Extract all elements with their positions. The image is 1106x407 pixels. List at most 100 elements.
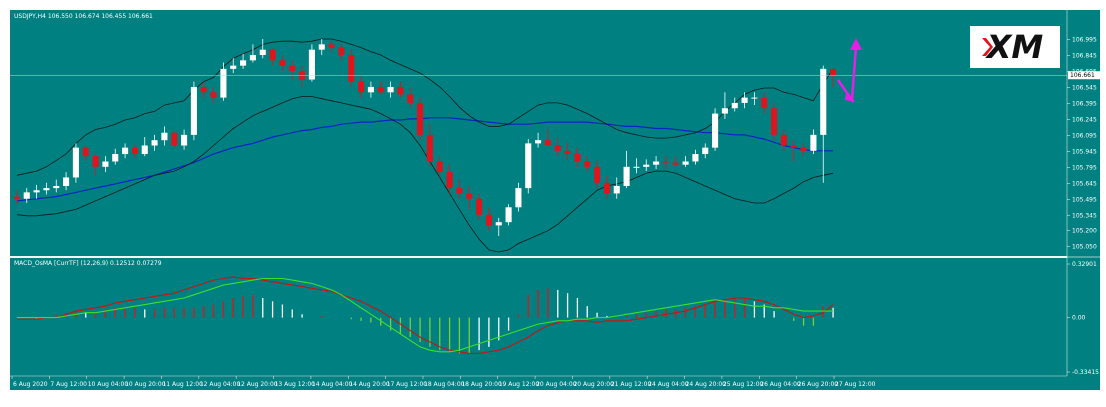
current-price-label: 106.661 bbox=[1070, 72, 1095, 79]
candle bbox=[230, 58, 237, 74]
candle-body bbox=[161, 132, 168, 141]
macd-plot bbox=[16, 276, 834, 354]
candle-body bbox=[446, 172, 453, 189]
candle bbox=[13, 190, 20, 205]
main-panel-title: USDJPY,H4 106.550 106.674 106.455 106.66… bbox=[14, 13, 153, 20]
price-tick-label: 105.345 bbox=[1072, 212, 1097, 219]
candle-body bbox=[43, 188, 50, 191]
time-tick-label: 25 Aug 12:00 bbox=[723, 381, 764, 388]
candle bbox=[181, 129, 188, 150]
candle bbox=[594, 160, 601, 189]
candle bbox=[269, 47, 276, 66]
candle-body bbox=[338, 47, 345, 56]
candle-body bbox=[594, 166, 601, 183]
candle-body bbox=[780, 134, 787, 146]
candle-body bbox=[456, 188, 463, 194]
candle-body bbox=[112, 154, 119, 162]
candle-body bbox=[367, 86, 374, 93]
candle-body bbox=[426, 134, 433, 162]
candle-body bbox=[407, 94, 414, 103]
candle bbox=[554, 138, 561, 157]
candle bbox=[721, 92, 728, 119]
time-tick-label: 6 Aug 2020 bbox=[13, 381, 48, 388]
price-tick-label: 105.945 bbox=[1072, 148, 1097, 155]
candle-body bbox=[761, 97, 768, 109]
time-tick-label: 18 Aug 20:00 bbox=[461, 381, 502, 388]
candle-body bbox=[721, 108, 728, 114]
candle bbox=[318, 39, 325, 56]
price-tick-label: 106.995 bbox=[1072, 37, 1097, 44]
candle bbox=[456, 179, 463, 199]
candle-body bbox=[584, 161, 591, 167]
candle-body bbox=[790, 145, 797, 148]
candle bbox=[761, 92, 768, 114]
candle-body bbox=[318, 44, 325, 50]
candle-body bbox=[623, 166, 630, 186]
candle bbox=[466, 185, 473, 210]
time-tick-label: 13 Aug 12:00 bbox=[275, 381, 316, 388]
candle bbox=[63, 172, 70, 191]
time-tick-label: 24 Aug 20:00 bbox=[686, 381, 727, 388]
candle-body bbox=[190, 86, 197, 135]
candle bbox=[308, 44, 315, 82]
price-tick-label: 105.645 bbox=[1072, 180, 1097, 187]
candle bbox=[643, 159, 650, 172]
candle-body bbox=[249, 55, 256, 61]
time-tick-label: 20 Aug 20:00 bbox=[573, 381, 614, 388]
time-tick-label: 11 Aug 12:00 bbox=[162, 381, 203, 388]
candle-body bbox=[397, 86, 404, 95]
time-tick-label: 27 Aug 12:00 bbox=[835, 381, 876, 388]
candle-body bbox=[535, 140, 542, 144]
time-tick-label: 20 Aug 04:00 bbox=[536, 381, 577, 388]
logo-mark-icon bbox=[982, 38, 993, 56]
candle bbox=[692, 149, 699, 165]
candle-body bbox=[151, 140, 158, 146]
candle bbox=[495, 217, 502, 237]
candle-body bbox=[200, 86, 207, 93]
candle-body bbox=[92, 156, 99, 167]
candle bbox=[535, 132, 542, 148]
candle-body bbox=[731, 102, 738, 109]
candle bbox=[53, 179, 60, 193]
candle bbox=[672, 156, 679, 167]
candle-body bbox=[289, 65, 296, 71]
price-plot bbox=[13, 38, 837, 253]
price-tick-label: 106.845 bbox=[1072, 53, 1097, 60]
candle bbox=[220, 62, 227, 101]
candle-body bbox=[603, 182, 610, 194]
candle bbox=[23, 188, 30, 204]
macd-tick-label: -0.33415 bbox=[1072, 369, 1099, 376]
candle bbox=[830, 68, 837, 87]
candle-body bbox=[220, 68, 227, 98]
time-tick-label: 10 Aug 04:00 bbox=[88, 381, 129, 388]
candle bbox=[417, 97, 424, 141]
candle bbox=[584, 156, 591, 173]
candle bbox=[712, 108, 719, 151]
price-tick-label: 106.395 bbox=[1072, 100, 1097, 107]
candle-body bbox=[33, 190, 40, 193]
candle-body bbox=[308, 49, 315, 80]
candle bbox=[122, 143, 129, 159]
candle bbox=[259, 39, 266, 59]
candle bbox=[92, 154, 99, 176]
candle bbox=[151, 134, 158, 151]
candle bbox=[141, 137, 148, 157]
candle bbox=[367, 81, 374, 98]
candle-body bbox=[13, 196, 20, 199]
candle bbox=[662, 156, 669, 169]
candle-body bbox=[53, 185, 60, 189]
candle bbox=[485, 207, 492, 231]
time-tick-label: 12 Aug 20:00 bbox=[237, 381, 278, 388]
price-tick-label: 106.095 bbox=[1072, 132, 1097, 139]
sub-panel-title: MACD_OsMA [CurrTF] (12,26,9) 0.12512 0.0… bbox=[14, 260, 162, 267]
candle-body bbox=[466, 193, 473, 199]
candle bbox=[190, 81, 197, 141]
candle bbox=[210, 86, 217, 103]
candle-body bbox=[662, 161, 669, 163]
candle-body bbox=[240, 60, 247, 66]
candle-body bbox=[387, 86, 394, 93]
candle bbox=[780, 129, 787, 151]
xm-logo: XM bbox=[970, 26, 1060, 68]
candle bbox=[515, 182, 522, 212]
